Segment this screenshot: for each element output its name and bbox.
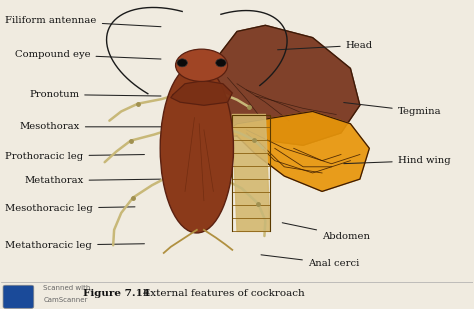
Text: CamScanner: CamScanner xyxy=(43,297,88,303)
Polygon shape xyxy=(232,115,270,231)
Text: Anal cerci: Anal cerci xyxy=(261,255,359,268)
Text: Figure 7.14   External features of cockroach: Figure 7.14 External features of cockroa… xyxy=(83,289,316,298)
Polygon shape xyxy=(228,112,369,191)
Text: Abdomen: Abdomen xyxy=(282,223,370,240)
Text: Tegmina: Tegmina xyxy=(344,103,441,116)
Ellipse shape xyxy=(175,49,228,82)
Ellipse shape xyxy=(216,59,226,67)
Text: Hind wing: Hind wing xyxy=(344,156,450,165)
Text: Prothoracic leg: Prothoracic leg xyxy=(5,151,145,161)
Text: Pronotum: Pronotum xyxy=(29,90,161,99)
FancyBboxPatch shape xyxy=(3,285,34,308)
Text: Head: Head xyxy=(278,41,373,50)
Text: Mesothorax: Mesothorax xyxy=(19,122,161,131)
Text: Metathoracic leg: Metathoracic leg xyxy=(5,241,145,250)
Polygon shape xyxy=(171,81,232,105)
Text: Metathorax: Metathorax xyxy=(24,176,161,185)
Text: CS: CS xyxy=(10,292,27,302)
Ellipse shape xyxy=(177,59,187,67)
Text: Figure 7.14: Figure 7.14 xyxy=(83,289,150,298)
Polygon shape xyxy=(209,25,360,145)
Ellipse shape xyxy=(160,64,234,233)
Text: Compound eye: Compound eye xyxy=(15,50,161,59)
Text: Scanned with: Scanned with xyxy=(43,285,91,291)
Text: External features of cockroach: External features of cockroach xyxy=(133,289,305,298)
Text: Mesothoracic leg: Mesothoracic leg xyxy=(5,204,135,213)
Text: Filiform antennae: Filiform antennae xyxy=(5,16,161,27)
